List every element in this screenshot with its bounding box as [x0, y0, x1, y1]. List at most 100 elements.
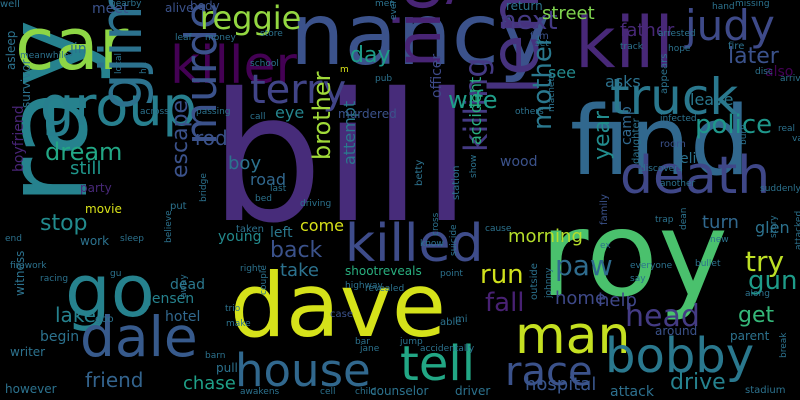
word: reggie	[200, 0, 302, 37]
word: real	[778, 124, 796, 134]
word: eye	[275, 103, 305, 122]
word: street	[542, 3, 595, 24]
word: morning	[508, 226, 583, 247]
word: fire	[728, 41, 745, 52]
word: rod	[195, 126, 228, 150]
word: stadium	[745, 385, 786, 396]
word: kill	[575, 2, 674, 84]
word: gu	[110, 269, 122, 279]
word: everyone	[630, 261, 673, 271]
word: truck	[610, 68, 739, 126]
word: return	[506, 0, 543, 13]
word: others	[515, 107, 544, 117]
word: leave	[690, 90, 734, 109]
word: death	[620, 146, 771, 206]
word: outside	[529, 263, 540, 300]
word: hospital	[525, 374, 597, 395]
word: paw	[555, 249, 613, 282]
word: run	[480, 260, 524, 290]
word: wood	[500, 154, 538, 170]
word: wife	[448, 86, 498, 114]
word: set	[535, 39, 549, 49]
word: another	[660, 179, 696, 189]
word: home	[555, 288, 607, 309]
word: suicide	[449, 224, 459, 256]
word: ex	[600, 241, 611, 251]
word: discovers	[640, 164, 683, 174]
word: try	[745, 245, 785, 278]
word: firework	[10, 261, 47, 271]
word: eli	[680, 151, 697, 167]
word: stop	[40, 211, 88, 236]
word: glen	[755, 218, 790, 237]
word: highway	[345, 281, 383, 291]
word: school	[250, 59, 279, 69]
word: store	[260, 29, 283, 39]
word: sleep	[120, 234, 144, 244]
word: awakens	[240, 387, 280, 397]
word: father	[620, 20, 675, 41]
word: dean	[679, 207, 689, 230]
word: leaf	[175, 33, 192, 43]
word: show	[469, 154, 479, 178]
word: attack	[610, 384, 654, 400]
word: dead	[170, 277, 205, 293]
word: bobby	[605, 328, 755, 384]
word: survivor	[19, 59, 33, 108]
word: racing	[40, 274, 69, 284]
word: across	[140, 107, 169, 117]
word: appears	[659, 53, 670, 94]
word: around	[655, 324, 698, 338]
word: mi	[455, 314, 468, 325]
word: however	[5, 382, 57, 396]
word: work	[80, 234, 110, 248]
word: road	[250, 170, 286, 189]
word: right	[240, 264, 262, 274]
word: nearby	[110, 0, 142, 9]
word: accidentally	[420, 344, 475, 354]
word: begin	[40, 329, 80, 345]
word: year	[590, 110, 615, 160]
word: make	[226, 319, 251, 329]
word: jensen	[148, 291, 195, 307]
word: gun	[748, 266, 798, 296]
word: take	[280, 260, 319, 281]
word: family	[599, 194, 610, 225]
word: witness	[13, 250, 27, 296]
word: story	[769, 215, 779, 238]
word: pull	[216, 361, 238, 375]
word: arrive	[780, 74, 800, 84]
word: dave	[230, 254, 447, 357]
word: officer	[429, 53, 445, 98]
word: put	[170, 201, 187, 212]
word: also	[765, 64, 794, 80]
word: break	[779, 332, 789, 358]
word: murdered	[338, 107, 397, 121]
word: betty	[414, 159, 425, 186]
word: attacked	[794, 210, 800, 250]
word: group	[40, 75, 197, 138]
word: judy	[685, 1, 775, 50]
word: car	[15, 2, 129, 86]
word: money	[205, 33, 236, 43]
word: go	[65, 249, 155, 333]
word: roy	[540, 185, 728, 323]
word: friend	[85, 368, 144, 392]
word: police	[695, 110, 773, 140]
word: man	[515, 306, 631, 366]
word: room	[660, 139, 686, 150]
word: lake	[55, 303, 96, 327]
word: infected	[660, 114, 697, 124]
word: meanwhile	[20, 51, 70, 61]
word: call	[250, 112, 266, 122]
word: cause	[485, 224, 512, 234]
word: drive	[670, 370, 726, 395]
word: shootreveals	[345, 264, 422, 278]
word: well	[0, 0, 20, 10]
word: away	[179, 274, 189, 298]
word: passing	[196, 107, 231, 117]
word: help	[598, 290, 637, 311]
word: bed	[255, 194, 272, 204]
word: last	[270, 184, 287, 194]
word: case	[330, 309, 353, 320]
